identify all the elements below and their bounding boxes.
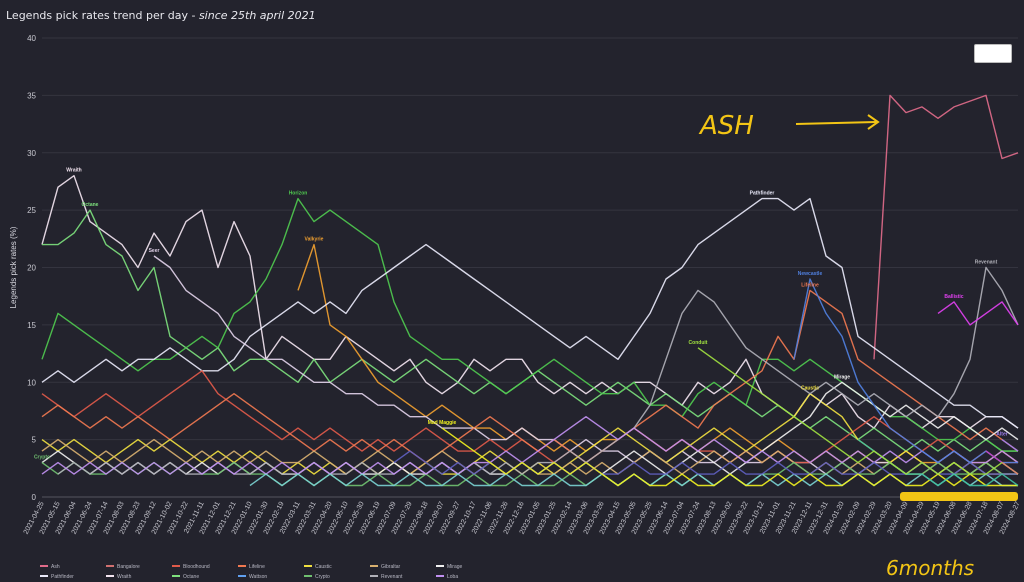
y-axis-label: Legends pick rates (%)	[9, 226, 18, 308]
series-label: Pathfinder	[750, 191, 775, 197]
chart-title-sub: since 25th april 2021	[198, 9, 316, 22]
series-line-lifeline	[41, 289, 1019, 464]
series-line-alter	[1001, 439, 1019, 452]
y-tick-label: 10	[27, 378, 36, 387]
series-line-newcastle	[793, 278, 1018, 464]
y-tick-label: 40	[27, 34, 36, 43]
legend-label: Gibraltar	[381, 564, 401, 570]
annotation-ash: ASH	[698, 111, 754, 141]
series-line-octane	[42, 209, 1018, 452]
legend-label: Loba	[447, 574, 458, 580]
annotation-months: 6months	[886, 556, 974, 580]
series-label: Horizon	[289, 191, 308, 197]
series-label: Lifeline	[801, 282, 819, 288]
series-label: Caustic	[801, 386, 819, 392]
series-label: Mad Maggie	[428, 420, 457, 426]
series-line-pathfinder	[41, 197, 1019, 429]
legend-label: Crypto	[315, 574, 330, 580]
series-label: Valkyrie	[305, 237, 324, 243]
series-label: Seer	[149, 248, 160, 254]
y-tick-label: 25	[27, 206, 36, 215]
series-line-mad-maggie	[441, 427, 1018, 487]
series-label: Conduit	[689, 340, 708, 346]
y-tick-label: 35	[27, 91, 36, 100]
series-line-loba	[41, 416, 1019, 475]
series-label: Ballistic	[944, 294, 963, 300]
chart-title: Legends pick rates trend per day - since…	[6, 9, 316, 22]
series-line-sparrow	[1001, 462, 1019, 475]
annotation-arrowhead	[867, 114, 880, 130]
y-tick-label: 5	[32, 436, 37, 445]
series-line-crypto	[41, 461, 1018, 487]
series-label: Revenant	[975, 260, 998, 266]
series-label: Mirage	[834, 374, 850, 380]
y-tick-label: 0	[32, 493, 37, 502]
series-line-wraith	[41, 174, 1019, 429]
legend-label: Pathfinder	[51, 574, 74, 580]
y-tick-label: 15	[27, 321, 36, 330]
y-tick-label: 30	[27, 149, 36, 158]
series-label: Newcastle	[798, 271, 823, 277]
series-line-conduit	[697, 347, 1019, 475]
chart-title-main: Legends pick rates trend per day -	[6, 9, 199, 22]
legend-label: Wraith	[117, 574, 132, 580]
legend-label: Revenant	[381, 574, 403, 580]
legend-label: Mirage	[447, 564, 463, 570]
legend-label: Octane	[183, 574, 199, 580]
series-line-ballistic	[937, 301, 1019, 326]
series-label: Alter	[996, 432, 1007, 438]
legend-label: Bloodhound	[183, 564, 210, 570]
legend-label: Caustic	[315, 564, 332, 570]
legend-label: Bangalore	[117, 564, 140, 570]
chart-menu-button[interactable]	[974, 44, 1012, 63]
series-line-ash	[873, 94, 1019, 360]
annotation-highlight	[900, 492, 1018, 501]
series-line-valkyrie	[297, 243, 1019, 464]
y-tick-label: 20	[27, 264, 36, 273]
legend-label: Lifeline	[249, 564, 265, 570]
annotation-arrow	[795, 121, 877, 125]
series-label: Crypto	[34, 455, 50, 461]
series-label: Wraith	[66, 168, 81, 174]
series-label: Octane	[82, 202, 99, 208]
legend-label: Wattson	[249, 574, 267, 580]
legend-label: Ash	[51, 564, 60, 570]
series-line-seer	[153, 255, 1018, 475]
